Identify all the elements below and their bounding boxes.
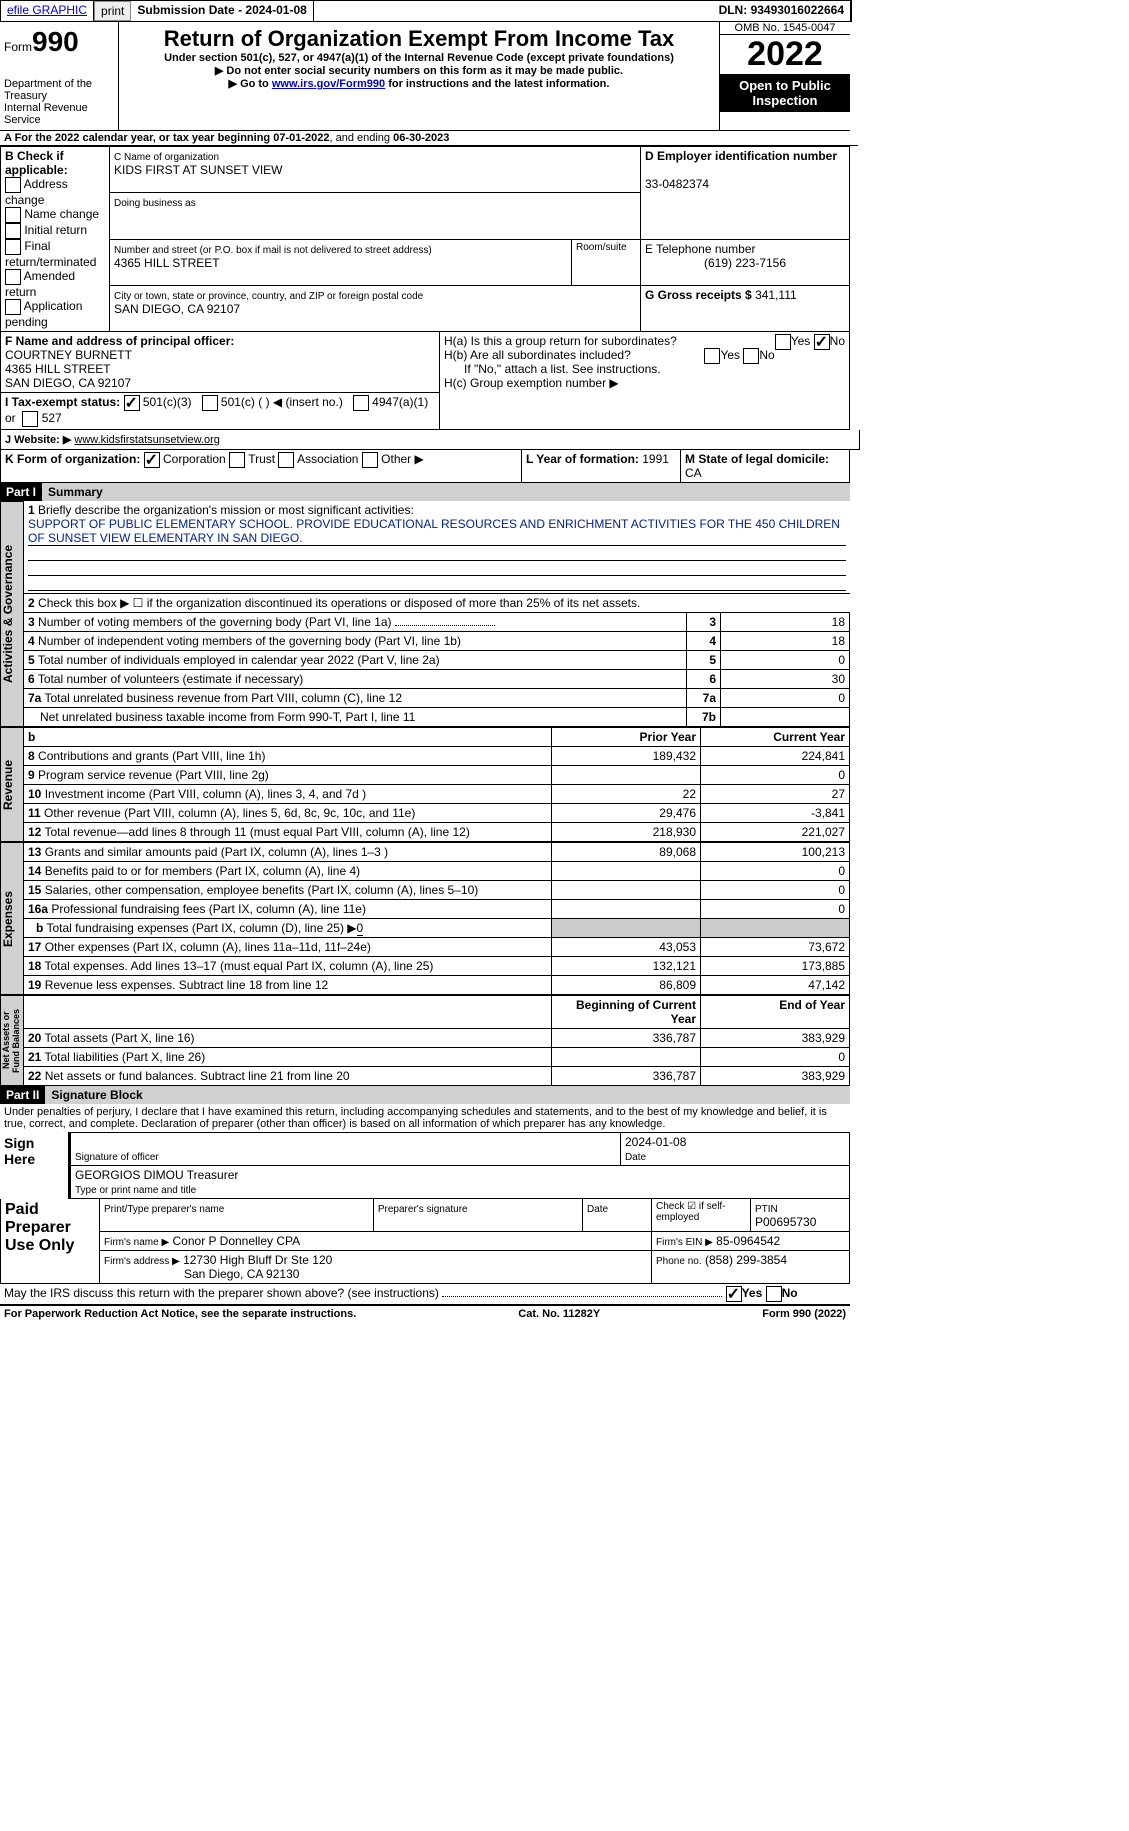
sign-here-table: Sign Here Signature of officer 2024-01-0… <box>0 1132 850 1199</box>
corp-check[interactable] <box>144 452 160 468</box>
sig-date: 2024-01-08Date <box>621 1133 850 1166</box>
501c-check[interactable] <box>202 395 218 411</box>
hb-yes[interactable] <box>704 348 720 364</box>
sign-here: Sign Here <box>0 1133 70 1199</box>
app-pending-check[interactable] <box>5 299 21 315</box>
declaration: Under penalties of perjury, I declare th… <box>0 1104 850 1132</box>
final-check[interactable] <box>5 239 21 255</box>
year-block: OMB No. 1545-0047 2022 Open to Public In… <box>720 22 850 130</box>
assoc-check[interactable] <box>278 452 294 468</box>
line1: 1 Briefly describe the organization's mi… <box>24 501 850 594</box>
header-info-table: B Check if applicable: Address change Na… <box>0 146 850 332</box>
form-title: Return of Organization Exempt From Incom… <box>123 26 715 52</box>
section-g: G Gross receipts $ 341,111 <box>641 285 850 331</box>
topbar: efile GRAPHIC print Submission Date - 20… <box>0 0 852 22</box>
section-l: L Year of formation: 1991 <box>522 450 681 483</box>
dln: DLN: 93493016022664 <box>314 1 851 21</box>
section-f: F Name and address of principal officer:… <box>1 332 440 393</box>
fhi-table: F Name and address of principal officer:… <box>0 332 850 430</box>
part1-header: Part I Summary <box>0 483 850 501</box>
section-c-dba: Doing business as <box>110 193 641 239</box>
website-link[interactable]: www.kidsfirstatsunsetview.org <box>74 434 220 446</box>
footer: For Paperwork Reduction Act Notice, see … <box>0 1305 850 1322</box>
paid-preparer-table: Paid Preparer Use Only Print/Type prepar… <box>0 1199 850 1284</box>
subtitle-1: Under section 501(c), 527, or 4947(a)(1)… <box>123 52 715 64</box>
mission-text: SUPPORT OF PUBLIC ELEMENTARY SCHOOL. PRO… <box>28 517 846 546</box>
sidebar-activities: Activities & Governance <box>0 501 24 727</box>
discuss-no[interactable] <box>766 1286 782 1302</box>
line-a: A For the 2022 calendar year, or tax yea… <box>0 131 858 146</box>
sidebar-expenses: Expenses <box>0 842 24 995</box>
other-check[interactable] <box>362 452 378 468</box>
room-suite: Room/suite <box>572 239 641 285</box>
section-c-street: Number and street (or P.O. box if mail i… <box>110 239 572 285</box>
print-button[interactable]: print <box>94 1 131 21</box>
section-k: K Form of organization: Corporation Trus… <box>1 450 522 483</box>
ha-no[interactable] <box>814 334 830 350</box>
subtitle-3: ▶ Go to www.irs.gov/Form990 for instruct… <box>123 77 715 90</box>
may-discuss: May the IRS discuss this return with the… <box>0 1284 850 1305</box>
sidebar-revenue: Revenue <box>0 727 24 842</box>
l3-val: 18 <box>721 613 850 632</box>
initial-check[interactable] <box>5 223 21 239</box>
trust-check[interactable] <box>229 452 245 468</box>
4947-check[interactable] <box>353 395 369 411</box>
efile-label: efile GRAPHIC <box>1 1 94 21</box>
section-j: J Website: ▶ www.kidsfirstatsunsetview.o… <box>0 430 860 450</box>
open-to-public: Open to Public Inspection <box>720 74 850 112</box>
section-i: I Tax-exempt status: 501(c)(3) 501(c) ( … <box>1 393 440 430</box>
section-c-city: City or town, state or province, country… <box>110 285 641 331</box>
discuss-yes[interactable] <box>726 1286 742 1302</box>
klm-row: K Form of organization: Corporation Trus… <box>0 450 850 483</box>
section-h: H(a) Is this a group return for subordin… <box>440 332 850 430</box>
self-employed: Check ☑ if self-employed <box>652 1199 751 1232</box>
paid-preparer-label: Paid Preparer Use Only <box>1 1199 100 1284</box>
527-check[interactable] <box>22 411 38 427</box>
tax-year: 2022 <box>720 35 850 74</box>
section-m: M State of legal domicile: CA <box>681 450 850 483</box>
section-c-name: C Name of organizationKIDS FIRST AT SUNS… <box>110 147 641 193</box>
section-b: B Check if applicable: Address change Na… <box>1 147 110 332</box>
name-change-check[interactable] <box>5 207 21 223</box>
irs: Internal Revenue Service <box>4 102 114 126</box>
amended-check[interactable] <box>5 269 21 285</box>
sig-name: GEORGIOS DIMOU TreasurerType or print na… <box>70 1166 850 1199</box>
501c3-check[interactable] <box>124 395 140 411</box>
form-title-block: Return of Organization Exempt From Incom… <box>119 22 720 130</box>
dept-treasury: Department of the Treasury <box>4 78 114 102</box>
subtitle-2: ▶ Do not enter social security numbers o… <box>123 64 715 77</box>
addr-change-check[interactable] <box>5 177 21 193</box>
line2: Check this box ▶ ☐ if the organization d… <box>38 596 640 610</box>
form990-link[interactable]: www.irs.gov/Form990 <box>272 78 385 90</box>
section-d: D Employer identification number33-04823… <box>641 147 850 240</box>
sig-officer: Signature of officer <box>70 1133 621 1166</box>
hb-no[interactable] <box>743 348 759 364</box>
submission-date: Submission Date - 2024-01-08 <box>131 1 313 21</box>
ha-yes[interactable] <box>775 334 791 350</box>
form-id: Form990 Department of the Treasury Inter… <box>0 22 119 130</box>
omb: OMB No. 1545-0047 <box>720 22 850 35</box>
sidebar-netassets: Net Assets or Fund Balances <box>0 995 24 1086</box>
part2-header: Part II Signature Block <box>0 1086 850 1104</box>
section-e: E Telephone number(619) 223-7156 <box>641 239 850 285</box>
